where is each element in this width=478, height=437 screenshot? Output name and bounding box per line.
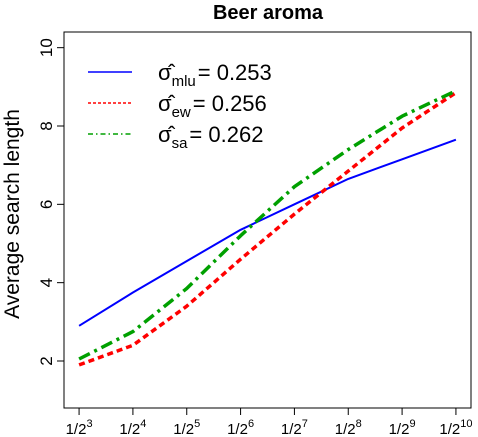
x-tick-label: 1/25 [173,418,200,437]
x-tick-exponent: 10 [460,418,472,430]
x-tick-exponent: 9 [409,418,415,430]
legend-value: = 0.253 [198,60,272,85]
y-tick-label: 8 [37,121,56,130]
legend-subscript: ew [172,104,191,121]
legend-symbol: σ̂ [158,60,176,85]
y-tick-label: 2 [37,356,56,365]
legend-value: = 0.256 [193,91,267,116]
series-line-sa [78,89,457,361]
x-tick-base: 1/2 [389,421,410,437]
x-tick-base: 1/2 [227,421,248,437]
y-tick-label: 6 [37,200,56,209]
x-tick-exponent: 6 [248,418,254,430]
x-tick-label: 1/23 [66,418,93,437]
series-line-mlu [78,138,457,327]
legend-label-ew: σ̂ew= 0.256 [158,91,267,121]
x-tick-label: 1/210 [439,418,472,437]
x-tick-base: 1/2 [335,421,356,437]
x-axis: 1/23 1/24 1/25 1/26 1/27 1/28 1/29 1/210 [66,408,472,437]
legend-label-mlu: σ̂mlu= 0.253 [158,60,272,90]
series-line-ew [78,91,457,367]
x-tick-label: 1/29 [389,418,416,437]
y-axis-label: Average search length [1,109,24,319]
legend-value: = 0.262 [189,122,263,147]
legend-subscript: sa [172,135,189,152]
x-tick-label: 1/24 [119,418,146,437]
legend-label-sa: σ̂sa= 0.262 [158,122,263,152]
y-tick-label: 10 [37,38,56,57]
x-tick-label: 1/26 [227,418,254,437]
legend-symbol: σ̂ [158,122,176,147]
x-tick-base: 1/2 [119,421,140,437]
x-tick-base: 1/2 [66,421,87,437]
x-tick-label: 1/27 [281,418,308,437]
y-axis: 2 4 6 8 10 [37,38,64,366]
legend-symbol: σ̂ [158,91,176,116]
series-layer [78,89,457,367]
x-tick-label: 1/28 [335,418,362,437]
legend-subscript: mlu [172,73,196,90]
x-tick-exponent: 4 [140,418,146,430]
x-tick-base: 1/2 [281,421,302,437]
chart-title: Beer aroma [213,2,324,24]
x-tick-exponent: 7 [302,418,308,430]
x-tick-exponent: 3 [86,418,92,430]
x-tick-exponent: 8 [356,418,362,430]
plot-frame [63,31,472,409]
x-tick-exponent: 5 [194,418,200,430]
x-tick-base: 1/2 [173,421,194,437]
x-tick-base: 1/2 [439,421,460,437]
y-tick-label: 4 [37,278,56,287]
